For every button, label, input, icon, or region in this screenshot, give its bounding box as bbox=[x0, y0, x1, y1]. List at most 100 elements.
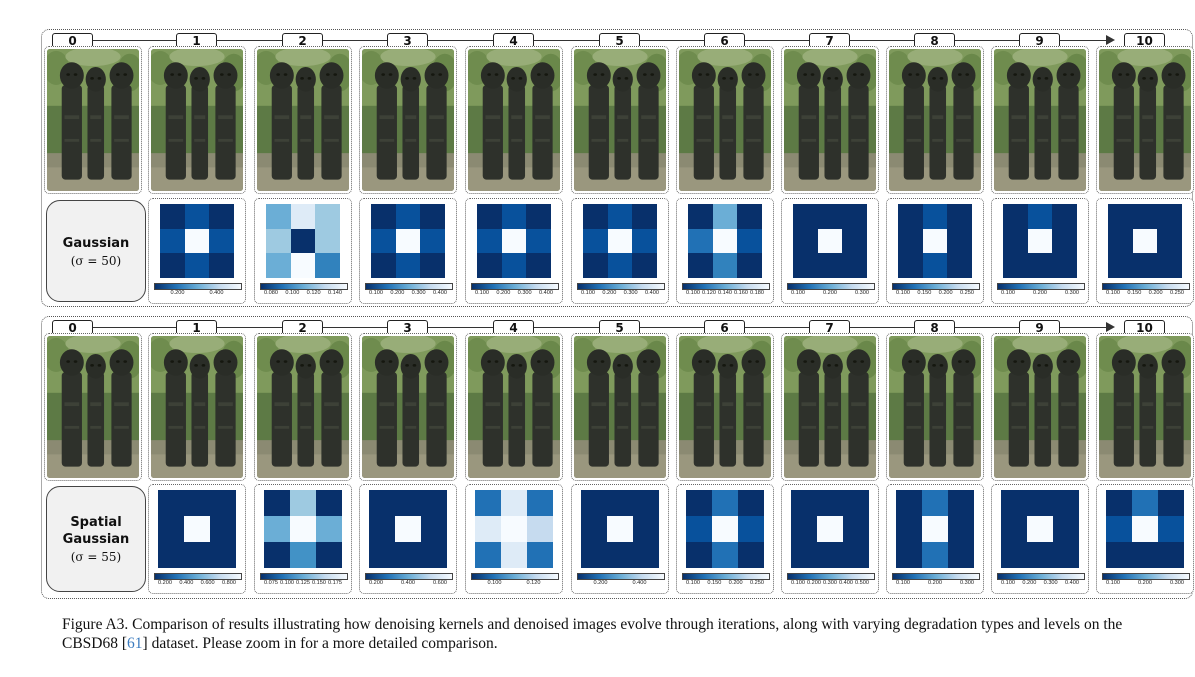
colorbar-tick-label: 0.120 bbox=[702, 290, 716, 296]
colorbar-tick-label: 0.180 bbox=[750, 290, 764, 296]
colorbar bbox=[682, 283, 770, 290]
colorbar bbox=[154, 573, 242, 580]
colorbar-tick-label: 0.100 bbox=[285, 290, 300, 296]
colorbar-tick-label: 0.200 bbox=[369, 580, 383, 586]
kernel-weight bbox=[791, 542, 817, 568]
kernel-weight bbox=[1027, 490, 1053, 516]
kernel-weight bbox=[395, 253, 421, 278]
colorbar bbox=[1102, 573, 1190, 580]
kernel-heatmap bbox=[266, 204, 340, 278]
kernel-heatmap bbox=[896, 490, 974, 568]
statue-image bbox=[47, 49, 139, 191]
kernel-weight bbox=[210, 490, 236, 516]
kernel-weight bbox=[210, 542, 236, 568]
kernel-weight bbox=[1157, 228, 1182, 254]
colorbar-tick-label: 0.800 bbox=[221, 580, 236, 586]
colorbar-ticks: 0.100 0.200 0.300 0.400 bbox=[475, 290, 553, 296]
denoised-image-cell bbox=[148, 333, 246, 481]
colorbar-tick-label: 0.200 bbox=[823, 290, 837, 296]
kernel-heatmap bbox=[1003, 204, 1077, 278]
kernel-weight bbox=[688, 253, 713, 278]
colorbar-ticks: 0.200 0.400 0.600 0.800 bbox=[158, 580, 236, 586]
kernel-heatmap bbox=[793, 204, 867, 278]
denoised-image-cell bbox=[991, 333, 1089, 481]
kernel-weight bbox=[633, 542, 659, 568]
colorbar bbox=[787, 283, 875, 290]
colorbar bbox=[365, 283, 453, 290]
kernel-weight bbox=[184, 228, 210, 254]
denoised-image-cell bbox=[781, 46, 879, 194]
kernel-weight bbox=[896, 516, 922, 542]
kernel-weight bbox=[1158, 516, 1184, 542]
kernel-weight bbox=[264, 542, 290, 568]
kernel-weight bbox=[1157, 204, 1182, 229]
colorbar-tick-label: 0.075 bbox=[264, 580, 278, 586]
denoised-image-cell bbox=[676, 46, 774, 194]
caption-citation[interactable]: 61 bbox=[127, 635, 143, 652]
kernel-weight bbox=[1001, 542, 1027, 568]
colorbar bbox=[154, 283, 242, 290]
kernel-weight bbox=[158, 516, 184, 542]
kernel-weight bbox=[922, 253, 948, 278]
denoised-image-cell bbox=[676, 333, 774, 481]
kernel-weight bbox=[369, 490, 395, 516]
denoised-image-cell bbox=[886, 333, 984, 481]
kernel-weight bbox=[420, 228, 445, 254]
denoised-image-cell bbox=[359, 46, 457, 194]
kernel-weight bbox=[209, 204, 234, 229]
kernel-weight bbox=[210, 516, 236, 542]
colorbar-tick-label: 0.100 bbox=[686, 290, 700, 296]
kernel-weight bbox=[947, 204, 972, 229]
iteration-badge: 10 bbox=[1124, 33, 1165, 48]
colorbar-tick-label: 0.300 bbox=[411, 290, 426, 296]
statue-image bbox=[468, 336, 560, 478]
kernel-weight bbox=[477, 253, 502, 278]
arrow-head-icon bbox=[1106, 322, 1115, 332]
colorbar-tick-label: 0.400 bbox=[632, 580, 647, 586]
colorbar bbox=[577, 573, 665, 580]
denoised-image-cell bbox=[465, 46, 563, 194]
kernel-weight bbox=[371, 204, 396, 229]
kernel-weight bbox=[947, 253, 972, 278]
colorbar-tick-label: 0.175 bbox=[328, 580, 342, 586]
kernel-weight bbox=[526, 253, 551, 278]
kernel-weight bbox=[315, 228, 340, 254]
kernel-weight bbox=[371, 228, 396, 254]
colorbar-tick-label: 0.200 bbox=[807, 580, 821, 586]
colorbar-ticks: 0.200 0.400 0.600 bbox=[369, 580, 447, 586]
kernel-weight bbox=[1027, 542, 1053, 568]
kernel-weight bbox=[1001, 516, 1027, 542]
kernel-weight bbox=[1158, 490, 1184, 516]
kernel-weight bbox=[632, 228, 657, 254]
kernel-weight bbox=[1053, 516, 1079, 542]
kernel-heatmap bbox=[1108, 204, 1182, 278]
kernel-weight bbox=[1052, 253, 1077, 278]
kernel-weight bbox=[686, 542, 712, 568]
colorbar-ticks: 0.100 0.200 0.300 0.400 bbox=[1001, 580, 1079, 586]
kernel-weight bbox=[290, 490, 316, 516]
kernel-weight bbox=[184, 204, 210, 229]
colorbar-tick-label: 0.400 bbox=[1064, 580, 1079, 586]
kernel-heatmap bbox=[477, 204, 551, 278]
kernel-weight bbox=[501, 253, 527, 278]
colorbar-tick-label: 0.400 bbox=[538, 290, 553, 296]
colorbar-ticks: 0.100 0.120 0.140 0.160 0.180 bbox=[686, 290, 764, 296]
colorbar-tick-label: 0.125 bbox=[296, 580, 310, 586]
kernel-weight bbox=[501, 516, 527, 542]
kernel-weight bbox=[1106, 490, 1132, 516]
kernel-weight bbox=[209, 253, 234, 278]
denoised-image-cell bbox=[44, 46, 142, 194]
kernel-weight bbox=[290, 204, 316, 229]
colorbar-ticks: 0.100 0.150 0.200 0.250 bbox=[686, 580, 764, 586]
kernel-weight bbox=[896, 542, 922, 568]
degradation-level: (σ = 50) bbox=[70, 253, 122, 268]
iteration-badge: 6 bbox=[704, 320, 745, 335]
colorbar-tick-label: 0.150 bbox=[312, 580, 326, 586]
kernel-weight bbox=[369, 516, 395, 542]
statue-image bbox=[994, 336, 1086, 478]
colorbar-tick-label: 0.100 bbox=[1106, 580, 1120, 586]
kernel-heatmap bbox=[1001, 490, 1079, 568]
kernel-weight bbox=[371, 253, 396, 278]
kernel-weight bbox=[607, 253, 633, 278]
colorbar-tick-label: 0.100 bbox=[369, 290, 383, 296]
